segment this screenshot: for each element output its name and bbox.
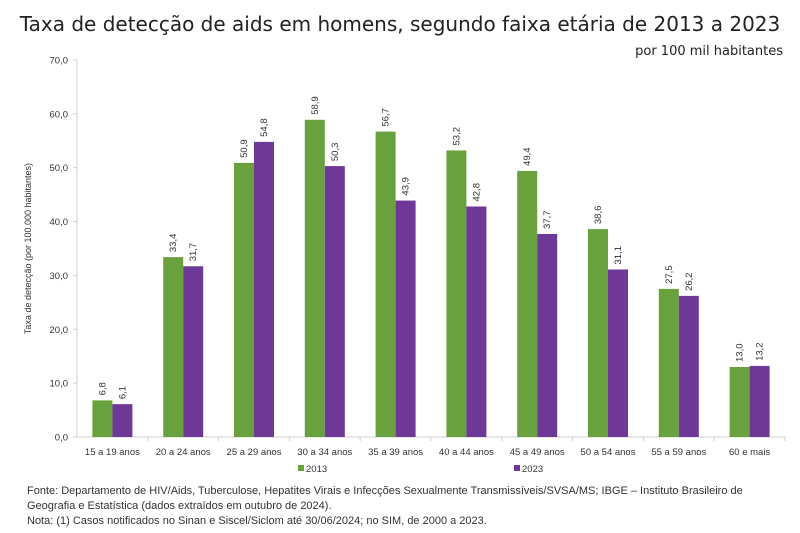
source-note: Fonte: Departamento de HIV/Aids, Tubercu…	[27, 485, 743, 512]
data-label: 56,7	[381, 108, 392, 127]
bar-2023	[608, 269, 628, 437]
y-tick-label: 30,0	[50, 271, 69, 282]
data-label: 43,9	[401, 177, 412, 196]
bar-2013	[446, 150, 467, 438]
chart-title: Taxa de detecção de aids em homens, segu…	[19, 12, 781, 36]
y-tick-label: 0,0	[55, 433, 68, 444]
bar-2023	[537, 233, 558, 437]
data-label: 6,8	[97, 382, 108, 395]
y-tick-label: 40,0	[50, 217, 69, 228]
data-label: 31,7	[188, 243, 199, 262]
bar-2013	[304, 119, 325, 437]
data-label: 27,5	[664, 265, 675, 284]
x-tick-label: 50 a 54 anos	[581, 447, 636, 458]
bar-2023	[466, 206, 487, 437]
bar-2023	[749, 365, 770, 437]
legend-swatch-2013	[298, 465, 304, 471]
data-label: 49,4	[522, 147, 533, 166]
chart-subtitle: por 100 mil habitantes	[635, 44, 783, 59]
bar-2013	[163, 257, 184, 437]
x-tick-label: 40 a 44 anos	[439, 447, 494, 458]
y-tick-label: 20,0	[50, 325, 69, 336]
y-tick-label: 50,0	[50, 163, 69, 174]
bar-2013	[92, 400, 113, 437]
data-label: 31,1	[613, 246, 624, 265]
bar-2023	[112, 404, 133, 437]
x-tick-label: 20 a 24 anos	[156, 447, 211, 458]
x-tick-label: 15 a 19 anos	[85, 447, 140, 458]
y-tick-label: 70,0	[50, 56, 69, 67]
bar-2023	[678, 295, 699, 437]
x-tick-label: 55 a 59 anos	[651, 447, 706, 458]
x-tick-label: 60 e mais	[729, 447, 770, 458]
data-label: 26,2	[684, 272, 695, 291]
y-tick-label: 10,0	[50, 379, 69, 390]
bar-2013	[375, 131, 396, 437]
bar-2013	[588, 229, 608, 437]
data-label: 50,3	[330, 143, 341, 162]
bar-2023	[254, 141, 274, 437]
bar-2023	[324, 166, 345, 437]
bar-2013	[729, 366, 750, 437]
legend-label: 2023	[522, 464, 543, 475]
x-tick-label: 25 a 29 anos	[227, 447, 282, 458]
data-label: 50,9	[239, 139, 250, 158]
data-label: 38,6	[593, 206, 604, 225]
x-tick-label: 45 a 49 anos	[510, 447, 565, 458]
x-tick-label: 35 a 39 anos	[368, 447, 423, 458]
data-label: 13,2	[755, 342, 766, 361]
bar-2013	[658, 288, 679, 437]
data-label: 58,9	[310, 96, 321, 115]
bar-2023	[183, 266, 204, 437]
legend-label: 2013	[306, 464, 327, 475]
bar-2023	[395, 200, 416, 437]
data-label: 13,0	[735, 343, 746, 362]
data-label: 6,1	[117, 386, 128, 399]
legend-swatch-2023	[514, 465, 520, 471]
x-tick-label: 30 a 34 anos	[297, 447, 352, 458]
y-axis-label: Taxa de detecção (por 100.000 habitantes…	[23, 163, 33, 334]
data-label: 54,8	[259, 118, 270, 137]
data-label: 37,7	[542, 210, 553, 229]
data-label: 42,8	[471, 183, 482, 202]
bar-2013	[234, 162, 254, 438]
data-label: 33,4	[168, 234, 179, 253]
bar-2013	[517, 170, 538, 437]
data-label: 53,2	[451, 127, 462, 146]
y-tick-label: 60,0	[50, 109, 69, 120]
footnote: Nota: (1) Casos notificados no Sinan e S…	[27, 515, 487, 527]
